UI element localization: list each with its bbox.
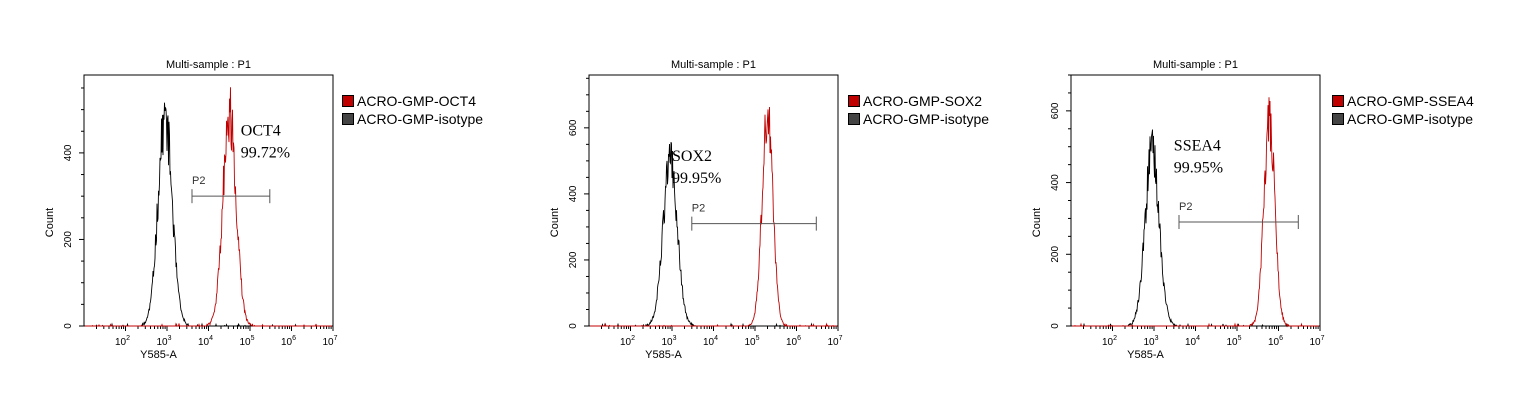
annotation-marker-name: OCT4: [241, 123, 281, 140]
legend-label: ACRO-GMP-OCT4: [357, 93, 476, 109]
annotation-percent: 99.95%: [672, 170, 721, 187]
legend-swatch-gray: [1332, 113, 1344, 125]
legend-sox2: ACRO-GMP-SOX2 ACRO-GMP-isotype: [848, 92, 989, 128]
x-tick-label: 106: [786, 335, 801, 348]
x-tick-label: 107: [322, 335, 337, 348]
plot-frame: [83, 74, 334, 327]
x-tick-label: 104: [1185, 335, 1200, 348]
y-tick-label: 400: [1050, 174, 1061, 191]
legend-swatch-red: [342, 95, 354, 107]
x-tick-label: 103: [661, 335, 676, 348]
gate-label: P2: [192, 175, 205, 187]
y-tick-label: 0: [63, 323, 74, 329]
y-tick-label: 400: [63, 144, 74, 161]
gate-label: P2: [1179, 201, 1192, 213]
legend-swatch-gray: [848, 113, 860, 125]
histogram-panel-oct4: Multi-sample : P1 0 200 400 102 103 104 105 106 1…: [0, 0, 500, 402]
y-tick-label: 0: [1050, 323, 1061, 329]
legend-item: ACRO-GMP-isotype: [342, 110, 483, 128]
plot-frame: [588, 74, 839, 327]
annotation-marker-name: SSEA4: [1174, 137, 1221, 154]
y-axis-label: Count: [549, 208, 561, 237]
y-axis-label: Count: [1031, 208, 1043, 237]
legend-swatch-gray: [342, 113, 354, 125]
x-tick-label: 107: [827, 335, 842, 348]
y-tick-label: 200: [1050, 246, 1061, 263]
isotype-histogram-line: [85, 102, 332, 327]
x-axis-label: Y585-A: [140, 349, 177, 361]
x-tick-label: 102: [620, 335, 635, 348]
flow-histogram-sox2: Multi-sample : P1 0 200 400 600 102 103 104 105 1…: [549, 59, 843, 361]
x-tick-label: 107: [1309, 335, 1324, 348]
x-tick-label: 105: [239, 335, 254, 348]
flow-histogram-ssea4: Multi-sample : P1 0 200 400 600 102 103 104 105 1…: [1031, 59, 1325, 361]
legend-item: ACRO-GMP-SOX2: [848, 92, 989, 110]
legend-label: ACRO-GMP-SSEA4: [1347, 93, 1474, 109]
marker-histogram-line: [85, 87, 332, 327]
gate-label: P2: [692, 203, 705, 215]
histogram-panel-ssea4: Multi-sample : P1 0 200 400 600 102 103 104 105 1…: [987, 0, 1487, 402]
y-tick-label: 200: [568, 251, 579, 268]
legend-item: ACRO-GMP-OCT4: [342, 92, 483, 110]
x-tick-label: 102: [1102, 335, 1117, 348]
y-tick-label: 600: [1050, 102, 1061, 119]
x-tick-label: 103: [156, 335, 171, 348]
legend-label: ACRO-GMP-SOX2: [863, 93, 983, 109]
x-tick-label: 104: [198, 335, 213, 348]
legend-item: ACRO-GMP-isotype: [1332, 110, 1474, 128]
legend-label: ACRO-GMP-isotype: [863, 111, 990, 127]
legend-label: ACRO-GMP-isotype: [1347, 111, 1474, 127]
x-tick-label: 102: [115, 335, 130, 348]
flow-histogram-oct4: Multi-sample : P1 0 200 400 102 103 104 105 106 1…: [44, 59, 338, 361]
chart-title: Multi-sample : P1: [166, 59, 251, 71]
x-tick-label: 104: [703, 335, 718, 348]
legend-swatch-red: [848, 95, 860, 107]
y-axis-label: Count: [44, 208, 56, 237]
y-tick-label: 600: [568, 119, 579, 136]
annotation-percent: 99.72%: [241, 145, 290, 162]
x-tick-label: 105: [1226, 335, 1241, 348]
plot-frame: [1070, 74, 1321, 327]
histogram-panel-sox2: Multi-sample : P1 0 200 400 600 102 103 104 105 1…: [505, 0, 1005, 402]
chart-title: Multi-sample : P1: [1153, 59, 1238, 71]
x-axis-label: Y585-A: [1127, 349, 1164, 361]
legend-label: ACRO-GMP-isotype: [357, 111, 484, 127]
chart-title: Multi-sample : P1: [671, 59, 756, 71]
legend-swatch-red: [1332, 95, 1344, 107]
marker-histogram-line: [590, 106, 837, 328]
annotation-marker-name: SOX2: [672, 148, 712, 165]
x-tick-label: 106: [281, 335, 296, 348]
legend-item: ACRO-GMP-isotype: [848, 110, 989, 128]
annotation-percent: 99.95%: [1174, 159, 1223, 176]
y-tick-label: 400: [568, 185, 579, 202]
y-tick-label: 0: [568, 323, 579, 329]
x-tick-label: 103: [1143, 335, 1158, 348]
x-tick-label: 106: [1268, 335, 1283, 348]
legend-oct4: ACRO-GMP-OCT4 ACRO-GMP-isotype: [342, 92, 483, 128]
x-axis-label: Y585-A: [645, 349, 682, 361]
legend-ssea4: ACRO-GMP-SSEA4 ACRO-GMP-isotype: [1332, 92, 1474, 128]
marker-histogram-line: [1072, 97, 1319, 328]
y-tick-label: 200: [63, 231, 74, 248]
legend-item: ACRO-GMP-SSEA4: [1332, 92, 1474, 110]
x-tick-label: 105: [744, 335, 759, 348]
